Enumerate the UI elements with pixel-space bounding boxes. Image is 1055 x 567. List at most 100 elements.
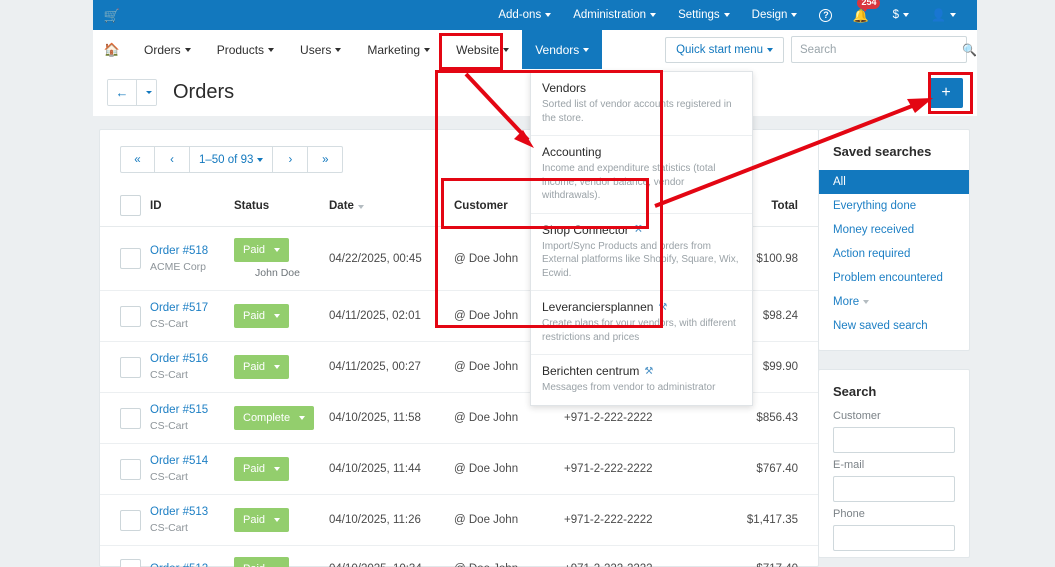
menu-tab-label-users: Users bbox=[300, 42, 332, 57]
row-checkbox[interactable] bbox=[120, 248, 141, 269]
menu-tab-orders[interactable]: Orders bbox=[131, 30, 204, 69]
status-badge[interactable]: Paid bbox=[234, 508, 290, 532]
pagination-range[interactable]: 1–50 of 93 bbox=[190, 146, 274, 173]
order-customer[interactable]: @ Doe John bbox=[450, 443, 560, 495]
search-field-input[interactable] bbox=[833, 476, 955, 502]
order-phone[interactable]: +971-2-222-2222 bbox=[560, 545, 680, 567]
row-checkbox[interactable] bbox=[120, 458, 141, 480]
table-row[interactable]: Order #517 CS-Cart Paid 04/11/2025, 02:01 @ … bbox=[100, 290, 818, 342]
status-badge[interactable]: Paid bbox=[234, 355, 290, 379]
order-phone[interactable]: +971-2-222-2222 bbox=[560, 443, 680, 495]
vendors-menu-item-desc: Sorted list of vendor accounts registere… bbox=[542, 99, 732, 124]
row-checkbox[interactable] bbox=[120, 509, 141, 531]
vendors-menu-item[interactable]: Vendors Sorted list of vendor accounts re… bbox=[531, 72, 752, 136]
global-search: 🔍 bbox=[791, 36, 977, 63]
vendors-menu-item[interactable]: Leveranciersplannen ⚒ Create plans for you… bbox=[531, 291, 752, 355]
saved-searches-spacer bbox=[819, 338, 969, 350]
add-order-button[interactable]: + bbox=[929, 77, 963, 108]
column-status[interactable]: Status bbox=[230, 187, 325, 227]
order-company: CS-Cart bbox=[150, 369, 188, 381]
table-row[interactable]: Order #514 CS-Cart Paid 04/10/2025, 11:44 @ … bbox=[100, 443, 818, 495]
search-icon[interactable]: 🔍 bbox=[962, 42, 977, 57]
topnav-label-settings: Settings bbox=[678, 9, 720, 21]
order-link[interactable]: Order #516 bbox=[150, 353, 209, 365]
chevron-down-icon bbox=[184, 47, 191, 52]
menu-tab-products[interactable]: Products bbox=[204, 30, 287, 69]
notifications-button[interactable]: 🔔 254 bbox=[843, 0, 881, 30]
row-checkbox[interactable] bbox=[120, 305, 141, 327]
status-badge[interactable]: Complete bbox=[234, 406, 315, 430]
pagination-last[interactable]: » bbox=[308, 146, 344, 173]
status-badge[interactable]: Paid bbox=[234, 557, 290, 567]
row-checkbox[interactable] bbox=[120, 558, 141, 567]
search-field: Phone bbox=[819, 508, 969, 557]
menu-tab-label-marketing: Marketing bbox=[367, 42, 421, 57]
topnav-item-administration[interactable]: Administration bbox=[562, 0, 667, 30]
currency-switcher[interactable]: $ bbox=[882, 0, 920, 30]
order-link[interactable]: Order #514 bbox=[150, 455, 209, 467]
topnav-item-settings[interactable]: Settings bbox=[667, 0, 741, 30]
back-dropdown-button[interactable] bbox=[136, 80, 156, 105]
menu-tab-website[interactable]: Website bbox=[443, 30, 522, 69]
status-badge[interactable]: Paid bbox=[234, 238, 290, 262]
saved-search-label: All bbox=[833, 176, 846, 188]
status-badge[interactable]: Paid bbox=[234, 304, 290, 328]
chevron-down-icon bbox=[723, 13, 730, 17]
search-field-label: Phone bbox=[833, 508, 865, 520]
select-all-checkbox[interactable] bbox=[120, 195, 141, 216]
menu-tab-users[interactable]: Users bbox=[287, 30, 354, 69]
menu-tab-vendors[interactable]: Vendors bbox=[522, 30, 603, 69]
topnav-label-addons: Add-ons bbox=[498, 9, 542, 21]
saved-search-item[interactable]: Action required bbox=[819, 242, 969, 266]
saved-search-item[interactable]: Money received bbox=[819, 218, 969, 242]
column-id[interactable]: ID bbox=[146, 187, 230, 227]
main-menu-bar: 🏠 Orders Products Users Marketing Websit… bbox=[93, 30, 977, 69]
chevron-down-icon bbox=[274, 518, 281, 522]
topnav-item-addons[interactable]: Add-ons bbox=[487, 0, 562, 30]
arrow-left-icon[interactable]: ← bbox=[108, 80, 136, 105]
saved-searches-list: All Everything done Money received Action r… bbox=[819, 170, 969, 338]
saved-search-label: Everything done bbox=[833, 200, 917, 212]
saved-search-item[interactable]: Everything done bbox=[819, 194, 969, 218]
order-link[interactable]: Order #515 bbox=[150, 404, 209, 416]
search-input[interactable] bbox=[792, 43, 962, 56]
vendors-menu-item[interactable]: Shop Connector ⚒ Import/Sync Products and … bbox=[531, 214, 752, 291]
account-menu[interactable]: 👤 bbox=[920, 0, 967, 30]
topnav-item-design[interactable]: Design bbox=[741, 0, 809, 30]
order-link[interactable]: Order #517 bbox=[150, 302, 209, 314]
vendors-dropdown-items: Vendors Sorted list of vendor accounts re… bbox=[531, 72, 752, 405]
order-link[interactable]: Order #513 bbox=[150, 506, 209, 518]
saved-search-label: New saved search bbox=[833, 320, 928, 332]
status-badge[interactable]: Paid bbox=[234, 457, 290, 481]
row-checkbox[interactable] bbox=[120, 407, 141, 429]
cart-icon[interactable]: 🛒 bbox=[103, 7, 121, 23]
status-label: Paid bbox=[243, 244, 266, 256]
pagination-prev[interactable]: ‹ bbox=[155, 146, 190, 173]
vendors-menu-item-desc: Messages from vendor to administrator bbox=[542, 382, 716, 393]
help-button[interactable]: ? bbox=[808, 0, 843, 30]
order-customer[interactable]: @ Doe John bbox=[450, 494, 560, 546]
bell-icon: 🔔 bbox=[852, 7, 869, 23]
column-date[interactable]: Date bbox=[325, 187, 450, 227]
order-customer[interactable]: @ Doe John bbox=[450, 545, 560, 567]
search-field-input[interactable] bbox=[833, 525, 955, 551]
row-checkbox[interactable] bbox=[120, 356, 141, 378]
saved-search-item[interactable]: New saved search bbox=[819, 314, 969, 338]
order-phone[interactable]: +971-2-222-2222 bbox=[560, 494, 680, 546]
saved-search-item[interactable]: More bbox=[819, 290, 969, 314]
table-row[interactable]: Order #513 CS-Cart Paid 04/10/2025, 11:26 @ … bbox=[100, 494, 818, 546]
table-row[interactable]: Order #512 Paid 04/10/2025, 10:34@ Doe Joh… bbox=[100, 545, 818, 567]
search-field-input[interactable] bbox=[833, 427, 955, 453]
vendors-menu-item[interactable]: Berichten centrum ⚒ Messages from vendor t… bbox=[531, 355, 752, 405]
saved-search-item[interactable]: All bbox=[819, 170, 969, 194]
pagination-next[interactable]: › bbox=[273, 146, 309, 173]
pagination-first[interactable]: « bbox=[120, 146, 155, 173]
vendors-menu-item[interactable]: Accounting Income and expenditure statist… bbox=[531, 136, 752, 214]
order-link[interactable]: Order #512 bbox=[150, 563, 226, 567]
menu-tab-marketing[interactable]: Marketing bbox=[354, 30, 443, 69]
order-link[interactable]: Order #518 bbox=[150, 244, 209, 257]
home-icon[interactable]: 🏠 bbox=[103, 41, 121, 57]
quick-start-menu-button[interactable]: Quick start menu bbox=[665, 36, 784, 63]
saved-search-item[interactable]: Problem encountered bbox=[819, 266, 969, 290]
